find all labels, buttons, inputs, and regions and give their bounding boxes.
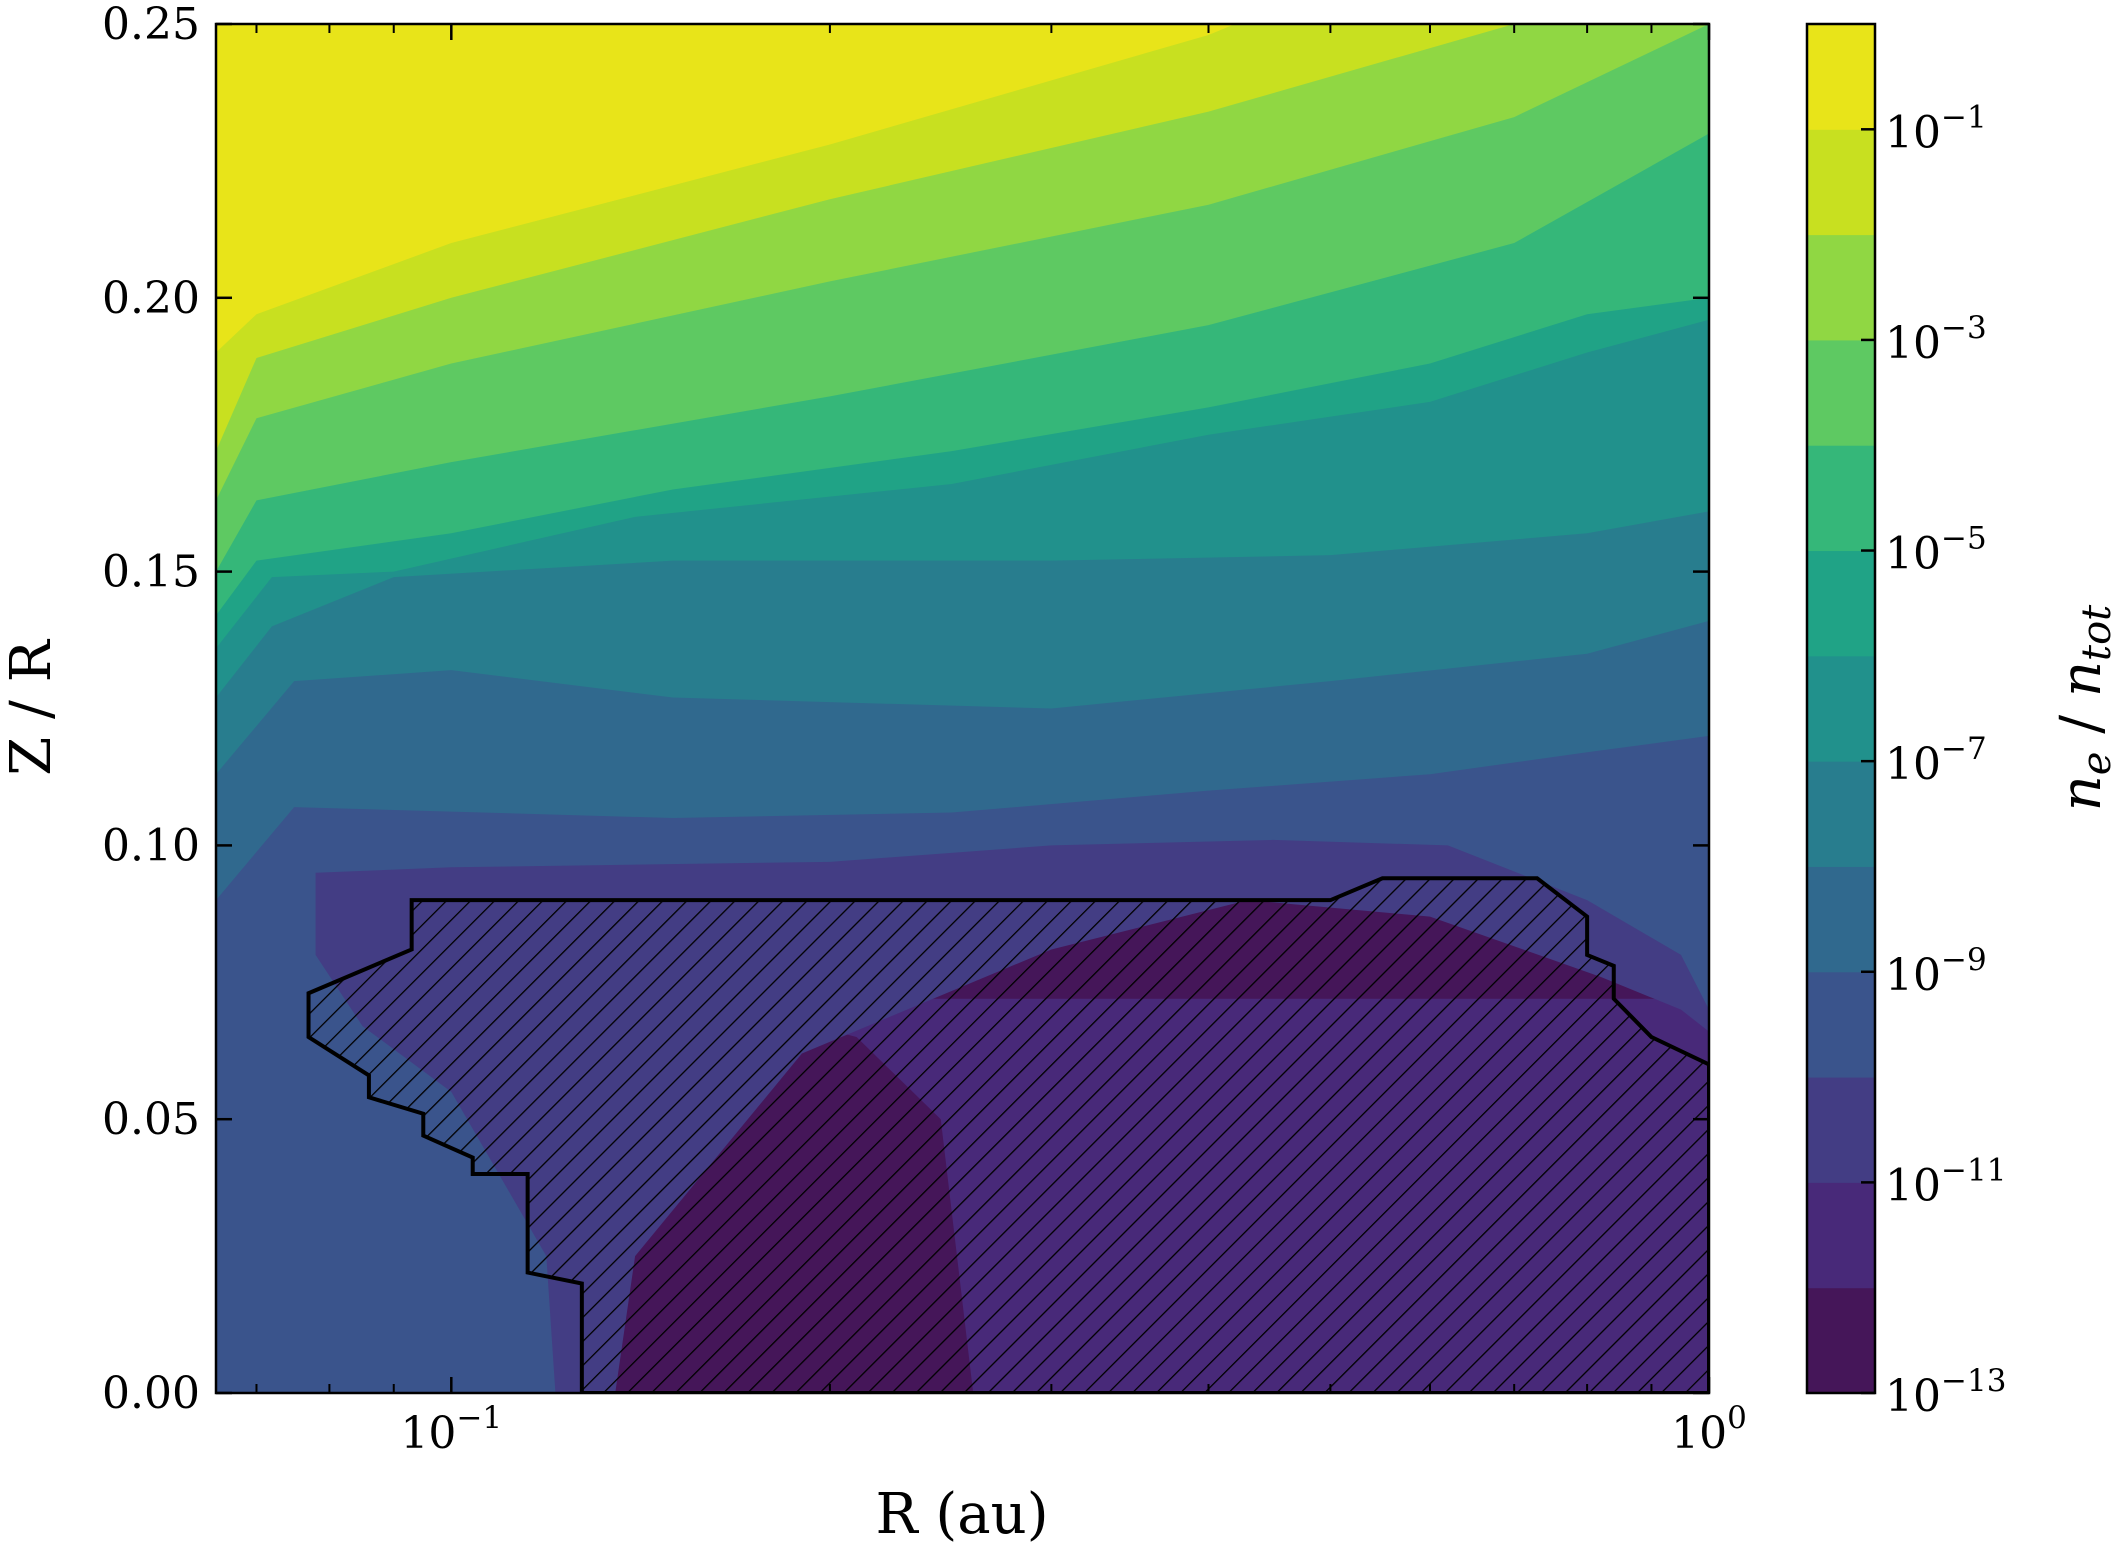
colorbar-tick-label: 10−13 — [1885, 1363, 2006, 1422]
y-axis-title: Z / R — [0, 638, 64, 775]
colorbar-tick-label-exponent: −7 — [1941, 731, 1987, 767]
colorbar-tick-label: 10−9 — [1885, 942, 1987, 1001]
colorbar-tick-label-exponent: −11 — [1941, 1152, 2006, 1188]
colorbar-tick-label-base: 10 — [1885, 1371, 1941, 1422]
x-tick-label-exponent: −1 — [456, 1400, 502, 1436]
colorbar-band — [1807, 445, 1875, 552]
hatched-region-fill — [308, 878, 1709, 1393]
colorbar-tick-label: 10−3 — [1885, 310, 1987, 369]
colorbar-title-e: e — [2074, 752, 2115, 776]
colorbar-tick-label-exponent: −1 — [1941, 99, 1987, 135]
colorbar-band — [1807, 24, 1875, 130]
colorbar-frame — [1805, 22, 1877, 1395]
colorbar-title-n: n — [2049, 775, 2114, 811]
colorbar-tick-label-exponent: −13 — [1941, 1363, 2006, 1399]
colorbar-band — [1807, 1287, 1875, 1394]
colorbar-band — [1807, 971, 1875, 1078]
colorbar-tick-label-exponent: −3 — [1941, 310, 1987, 346]
colorbar-tick-label-base: 10 — [1885, 107, 1941, 158]
colorbar-title-tot: tot — [2074, 604, 2115, 661]
colorbar-band — [1807, 655, 1875, 762]
y-tick-label: 0.25 — [102, 0, 200, 50]
y-tick-label: 0.00 — [102, 1368, 200, 1419]
colorbar-band — [1807, 339, 1875, 446]
colorbar-tick-label-base: 10 — [1885, 739, 1941, 790]
x-axis-ticks: 10−1 100 — [255, 24, 1747, 1459]
colorbar-tick-label: 10−11 — [1885, 1152, 2006, 1211]
x-tick-label-base: 10 — [400, 1408, 456, 1459]
contour-band — [216, 24, 1236, 353]
colorbar-band — [1807, 129, 1875, 236]
colorbar-tick-label: 10−5 — [1885, 521, 1987, 580]
y-tick-label: 0.15 — [102, 547, 200, 598]
x-tick-label-base: 10 — [1671, 1408, 1727, 1459]
y-tick-label: 0.10 — [102, 820, 200, 871]
y-tick-label: 0.05 — [102, 1094, 200, 1145]
colorbar-tick-label: 10−1 — [1885, 99, 1987, 158]
colorbar-tick-label-base: 10 — [1885, 318, 1941, 369]
colorbar-title-n2: n — [2049, 661, 2114, 697]
colorbar-band — [1807, 550, 1875, 657]
colorbar-band — [1807, 761, 1875, 867]
colorbar-title: ne / ntot — [2049, 604, 2115, 811]
colorbar-bands — [1807, 24, 1875, 1394]
y-tick-label: 0.20 — [102, 273, 200, 324]
hatched-region-outline — [306, 876, 1709, 1393]
x-tick-label-exponent: 0 — [1727, 1400, 1747, 1436]
colorbar-tick-label-base: 10 — [1885, 950, 1941, 1001]
colorbar-tick-label-base: 10 — [1885, 1160, 1941, 1211]
colorbar-tick-label-base: 10 — [1885, 529, 1941, 580]
x-axis-title: R (au) — [875, 1482, 1048, 1547]
y-axis-ticks: 0.00 0.05 0.10 0.15 0.20 0.25 — [102, 0, 1709, 1419]
plot-frame — [214, 22, 1711, 1395]
colorbar-band — [1807, 1077, 1875, 1183]
colorbar-tick-label: 10−7 — [1885, 731, 1987, 790]
plot-area — [216, 24, 1709, 1393]
colorbar-tick-label-exponent: −9 — [1941, 942, 1987, 978]
colorbar-band — [1807, 866, 1875, 973]
colorbar-tick-label-exponent: −5 — [1941, 521, 1987, 557]
x-tick-label: 100 — [1671, 1400, 1747, 1459]
colorbar-band — [1807, 234, 1875, 341]
x-tick-label: 10−1 — [400, 1400, 502, 1459]
colorbar-band — [1807, 1182, 1875, 1289]
colorbar-title-slash: / — [2049, 697, 2114, 751]
